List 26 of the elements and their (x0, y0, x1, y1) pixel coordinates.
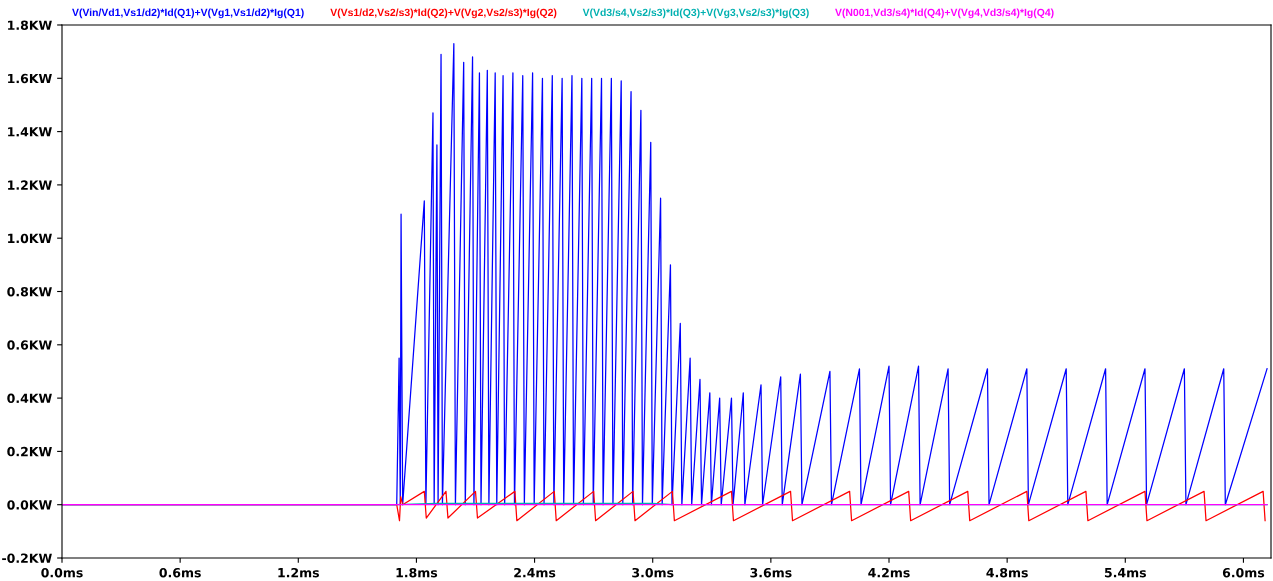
x-tick-label: 4.2ms (868, 567, 910, 578)
y-tick-label: 1.2KW (8, 180, 52, 190)
y-tick-label: 0.2KW (7, 446, 52, 457)
x-tick-label: 2.4ms (514, 567, 556, 578)
x-tick-label: 1.8ms (396, 567, 438, 578)
text: V(Vs1/d2,Vs2/s3)*Id(Q2)+V(Vg2,Vs2/s3)*Ig(Q2) (330, 8, 557, 19)
x-tick-label: 0.6ms (159, 567, 201, 578)
x-tick-label: 3.6ms (750, 567, 792, 578)
y-tick-label: 1.6KW (8, 73, 52, 84)
x-tick-label: 6.0ms (1222, 567, 1265, 578)
y-tick-label: 0.4KW (7, 393, 52, 404)
text: V(Vin/Vd1,Vs1/d2)*Id(Q1)+V(Vg1,Vs1/d2)*Ig(Q1) (72, 8, 304, 19)
y-tick-label: -0.2KW (2, 553, 52, 563)
y-tick-label: 0.6KW (7, 340, 52, 350)
x-tick-label: 1.2ms (278, 567, 319, 578)
y-tick-label: 1.8KW (8, 20, 52, 30)
x-tick-label: 4.8ms (986, 567, 1028, 578)
y-tick-label: 0.8KW (7, 286, 52, 297)
x-tick-label: 0.0ms (41, 567, 83, 578)
text: V(Vd3/s4,Vs2/s3)*Id(Q3)+V(Vg3,Vs2/s3)*Ig(Q3) (582, 8, 809, 19)
x-tick-label: 5.4ms (1104, 568, 1146, 578)
x-tick-label: 3.0ms (632, 567, 674, 578)
text: V(N001,Vd3/s4)*Id(Q4)+V(Vg4,Vd3/s4)*Ig(Q4) (835, 8, 1054, 19)
y-tick-label: 1.0KW (8, 233, 52, 244)
y-tick-label: 0.0KW (7, 500, 52, 510)
y-tick-label: 1.4KW (8, 127, 52, 137)
